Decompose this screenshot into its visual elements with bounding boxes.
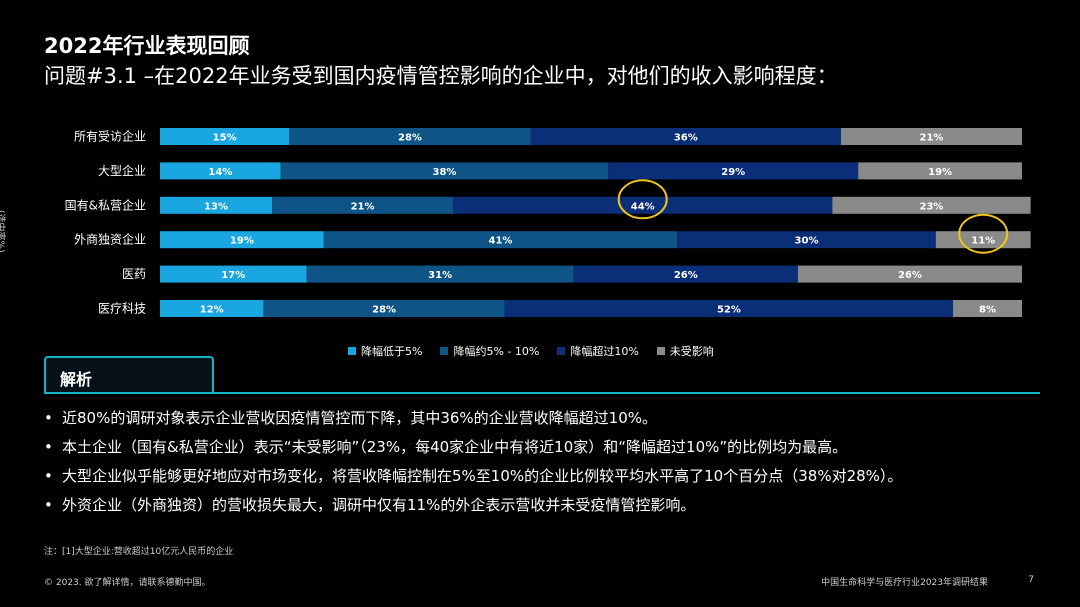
- data-label: 41%: [489, 236, 513, 247]
- bar-segment: [832, 196, 1031, 214]
- data-label: 26%: [674, 270, 698, 281]
- legend-swatch: [440, 347, 449, 355]
- bar-segment: [263, 300, 505, 317]
- bar-segment: [160, 300, 264, 317]
- data-label: 19%: [230, 236, 254, 247]
- bar-segment: [677, 231, 936, 249]
- analysis-bullets: 近80%的调研对象表示企业营收因疫情管控而下降，其中36%的企业营收降幅超过10…: [44, 404, 1064, 520]
- bar-segment: [608, 162, 859, 180]
- highlight-circle: [617, 179, 668, 220]
- data-label: 8%: [979, 305, 996, 316]
- data-label: 44%: [631, 201, 655, 212]
- analysis-divider: [44, 392, 1040, 394]
- category-label: 外商独资企业: [74, 232, 146, 247]
- legend-label: 降幅超过10%: [570, 345, 639, 358]
- data-label: 31%: [428, 270, 452, 281]
- bar-segment: [160, 162, 281, 180]
- chart-legend: 降幅低于5% 降幅约5% - 10% 降幅超过10% 未受影响: [348, 343, 714, 359]
- data-label: 29%: [721, 167, 745, 178]
- legend-swatch: [348, 347, 356, 355]
- data-label: 30%: [795, 236, 819, 247]
- category-label: 医药: [122, 267, 146, 281]
- analysis-bullet: 本土企业（国有&私营企业）表示“未受影响”（23%，每40家企业中有将近10家）…: [44, 433, 1064, 462]
- data-label: 23%: [920, 201, 944, 212]
- data-label: 17%: [221, 270, 245, 281]
- legend-item: 降幅约5% - 10%: [440, 343, 539, 359]
- bar-segment: [530, 128, 841, 145]
- bar-segment: [272, 196, 454, 214]
- bar-segment: [573, 265, 798, 283]
- bar-segment: [323, 231, 678, 249]
- analysis-tab: 解析: [44, 356, 214, 394]
- legend-item: 降幅低于5%: [348, 343, 422, 359]
- analysis-bullet: 外资企业（外商独资）的营收损失最大，调研中仅有11%的外企表示营收并未受疫情管控…: [44, 491, 1064, 520]
- footnote: 注：[1]大型企业:营收超过10亿元人民币的企业: [44, 547, 234, 557]
- data-label: 28%: [398, 133, 422, 144]
- data-label: 38%: [432, 167, 456, 178]
- data-label: 15%: [213, 133, 237, 144]
- data-label: 21%: [351, 201, 375, 212]
- bar-segment: [160, 265, 307, 283]
- data-label: 12%: [200, 305, 224, 316]
- data-label: 13%: [204, 201, 228, 212]
- category-label: 国有&私营企业: [65, 197, 146, 212]
- bar-segment: [289, 128, 531, 145]
- category-label: 所有受访企业: [74, 129, 146, 144]
- bar-segment: [504, 300, 954, 317]
- highlight-circle: [958, 213, 1009, 254]
- page-subtitle: 问题#3.1 –在2022年业务受到国内疫情管控影响的企业中，对他们的收入影响程…: [44, 64, 838, 88]
- data-label: 28%: [372, 305, 396, 316]
- legend-swatch: [557, 347, 566, 355]
- analysis-bullet: 近80%的调研对象表示企业营收因疫情管控而下降，其中36%的企业营收降幅超过10…: [44, 404, 1064, 433]
- legend-item: 降幅超过10%: [557, 343, 639, 359]
- bar-segment: [160, 128, 290, 145]
- legend-label: 降幅约5% - 10%: [453, 345, 540, 358]
- category-label: 医疗科技: [98, 302, 146, 316]
- page-title: 2022年行业表现回顾: [44, 34, 250, 58]
- data-label: 11%: [971, 236, 995, 247]
- data-label: 36%: [674, 133, 698, 144]
- legend-label: 未受影响: [669, 345, 714, 358]
- bar-segment: [306, 265, 574, 283]
- data-label: 26%: [898, 270, 922, 281]
- bar-segment: [840, 128, 1022, 145]
- legend-label: 降幅低于5%: [361, 345, 423, 358]
- footer-copyright: © 2023. 欲了解详情，请联系德勤中国。: [44, 578, 211, 588]
- data-label: 21%: [920, 133, 944, 144]
- analysis-bullet: 大型企业似乎能够更好地应对市场变化，将营收降幅控制在5%至10%的企业比例较平均…: [44, 462, 1064, 491]
- bar-segment: [160, 231, 324, 249]
- data-label: 52%: [717, 305, 741, 316]
- legend-item: 未受影响: [656, 343, 714, 359]
- bar-segment: [953, 300, 1022, 317]
- category-label: 大型企业: [98, 163, 146, 178]
- bar-segment: [160, 196, 273, 214]
- data-label: 19%: [928, 167, 952, 178]
- footer-report-title: 中国生命科学与医疗行业2023年调研结果: [821, 578, 988, 588]
- bar-segment: [858, 162, 1022, 180]
- data-label: 14%: [208, 167, 232, 178]
- analysis-tab-label: 解析: [60, 370, 93, 389]
- page-number: 7: [1028, 575, 1034, 585]
- bar-segment: [453, 196, 833, 214]
- bar-segment: [797, 265, 1022, 283]
- bar-segment: [280, 162, 609, 180]
- stacked-bar-chart: 所有受访企业 15% 28% 36% 21% 大型企业 14% 38% 29% 19% 国有&私营企…: [65, 128, 1031, 317]
- legend-swatch: [656, 347, 665, 355]
